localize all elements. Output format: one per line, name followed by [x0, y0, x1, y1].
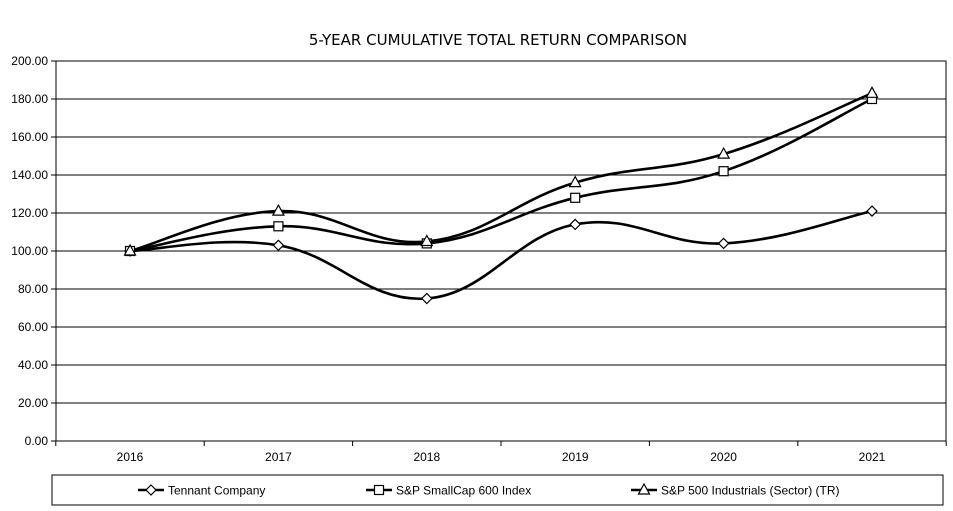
- data-point-square: [718, 166, 729, 177]
- data-point-triangle: [717, 146, 731, 159]
- data-point-triangle: [568, 175, 582, 188]
- x-tick-label: 2021: [859, 450, 886, 464]
- legend-label: Tennant Company: [168, 484, 265, 498]
- series-line-3: [129, 92, 873, 253]
- y-tick-label: 160.00: [11, 130, 48, 144]
- data-point-square: [273, 221, 284, 232]
- gridlines: [56, 98, 946, 404]
- legend-label: S&P 500 Industrials (Sector) (TR): [661, 484, 840, 498]
- x-axis-ticks: 2016 2017 2018 2019 2020 2021: [117, 450, 886, 464]
- series-line-1: [129, 209, 873, 300]
- y-tick-label: 0.00: [25, 434, 49, 448]
- x-tick-label: 2016: [117, 450, 144, 464]
- data-point-diamond: [717, 237, 730, 250]
- data-point-triangle: [865, 86, 879, 98]
- y-tick-label: 40.00: [18, 358, 48, 372]
- legend-swatch-triangle: [637, 482, 651, 495]
- x-tick-label: 2019: [562, 450, 589, 464]
- data-point-diamond: [866, 205, 878, 217]
- x-tick-label: 2020: [710, 450, 737, 464]
- y-tick-label: 20.00: [18, 396, 48, 410]
- series-line-2: [129, 97, 873, 253]
- data-point-diamond: [420, 292, 433, 305]
- data-point-triangle: [123, 243, 137, 256]
- axes: [51, 60, 947, 446]
- y-tick-label: 100.00: [11, 244, 48, 258]
- y-tick-label: 120.00: [11, 206, 48, 220]
- y-axis-ticks: 0.00 20.00 40.00 60.00 80.00 100.00 120.00 140.…: [11, 54, 48, 448]
- series-lines: [129, 92, 873, 300]
- legend-swatch-diamond: [145, 484, 157, 496]
- x-tick-label: 2017: [265, 450, 292, 464]
- x-tick-label: 2018: [413, 450, 440, 464]
- data-point-triangle: [420, 234, 434, 247]
- data-point-diamond: [569, 218, 582, 231]
- legend-box: [51, 474, 944, 506]
- y-tick-label: 200.00: [11, 54, 48, 68]
- chart-title: 5-YEAR CUMULATIVE TOTAL RETURN COMPARISO…: [309, 31, 687, 49]
- y-tick-label: 180.00: [11, 92, 48, 106]
- series-markers: [123, 86, 879, 305]
- y-tick-label: 60.00: [18, 320, 48, 334]
- legend: Tennant Company S&P SmallCap 600 Index S&P…: [51, 474, 944, 506]
- legend-label: S&P SmallCap 600 Index: [396, 484, 531, 498]
- data-point-diamond: [272, 239, 285, 252]
- data-point-square: [570, 192, 581, 203]
- legend-swatch-square: [373, 484, 385, 496]
- y-tick-label: 80.00: [18, 282, 48, 296]
- data-point-triangle: [271, 203, 285, 216]
- y-tick-label: 140.00: [11, 168, 48, 182]
